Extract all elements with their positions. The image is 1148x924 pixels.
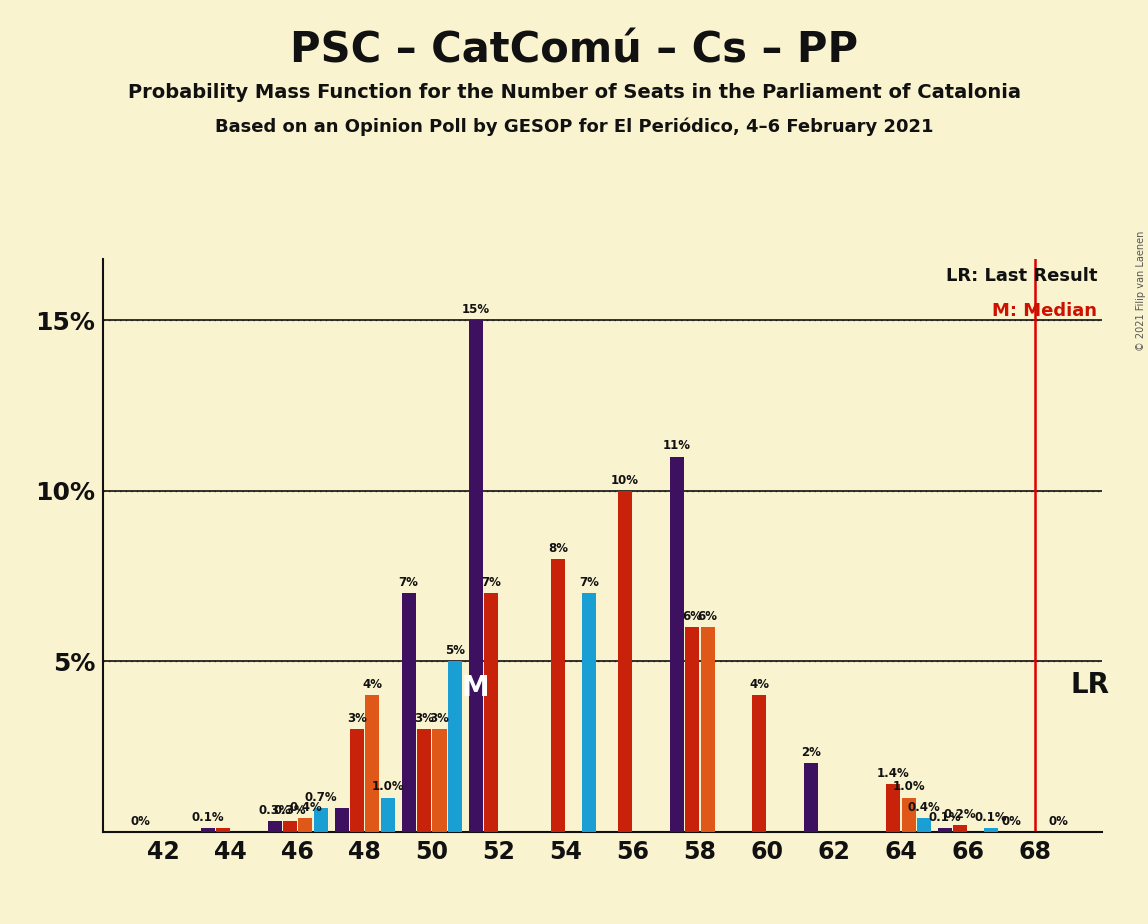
Text: 0%: 0%: [131, 815, 150, 828]
Bar: [468, 320, 482, 832]
Text: 1.0%: 1.0%: [892, 781, 925, 794]
Text: 0.2%: 0.2%: [944, 808, 977, 821]
Bar: [917, 818, 931, 832]
Bar: [448, 661, 461, 832]
Text: 0.3%: 0.3%: [273, 804, 307, 817]
Text: LR: LR: [1070, 671, 1109, 699]
Text: LR: Last Result: LR: Last Result: [946, 267, 1097, 286]
Bar: [433, 729, 447, 832]
Text: 7%: 7%: [579, 576, 599, 589]
Bar: [953, 825, 968, 832]
Bar: [804, 763, 817, 832]
Bar: [350, 729, 364, 832]
Text: 4%: 4%: [363, 678, 382, 691]
Text: 1.0%: 1.0%: [372, 781, 404, 794]
Bar: [700, 627, 715, 832]
Bar: [984, 828, 998, 832]
Bar: [484, 593, 498, 832]
Text: 6%: 6%: [698, 610, 718, 623]
Bar: [582, 593, 596, 832]
Bar: [216, 828, 230, 832]
Text: 0.1%: 0.1%: [975, 811, 1008, 824]
Bar: [417, 729, 432, 832]
Text: 0.7%: 0.7%: [304, 791, 338, 804]
Text: 0.4%: 0.4%: [289, 801, 321, 814]
Text: 3%: 3%: [347, 712, 367, 725]
Bar: [938, 828, 952, 832]
Text: 3%: 3%: [429, 712, 449, 725]
Bar: [298, 818, 312, 832]
Text: 11%: 11%: [662, 440, 691, 453]
Text: 8%: 8%: [548, 541, 568, 554]
Bar: [402, 593, 416, 832]
Text: 0.1%: 0.1%: [929, 811, 961, 824]
Bar: [267, 821, 281, 832]
Text: © 2021 Filip van Laenen: © 2021 Filip van Laenen: [1135, 231, 1146, 351]
Text: 2%: 2%: [801, 747, 821, 760]
Bar: [365, 695, 380, 832]
Text: 0%: 0%: [1002, 815, 1022, 828]
Text: 5%: 5%: [445, 644, 465, 657]
Bar: [618, 491, 633, 832]
Text: M: Median: M: Median: [992, 301, 1097, 320]
Bar: [886, 784, 900, 832]
Text: Based on an Opinion Poll by GESOP for El Periódico, 4–6 February 2021: Based on an Opinion Poll by GESOP for El…: [215, 117, 933, 136]
Text: PSC – CatComú – Cs – PP: PSC – CatComú – Cs – PP: [290, 30, 858, 71]
Bar: [381, 797, 395, 832]
Text: 0%: 0%: [1048, 815, 1068, 828]
Bar: [551, 559, 565, 832]
Bar: [669, 456, 684, 832]
Text: Probability Mass Function for the Number of Seats in the Parliament of Catalonia: Probability Mass Function for the Number…: [127, 83, 1021, 103]
Text: M: M: [461, 674, 489, 702]
Text: 0.3%: 0.3%: [258, 804, 290, 817]
Text: 0.4%: 0.4%: [908, 801, 940, 814]
Bar: [901, 797, 916, 832]
Text: 3%: 3%: [414, 712, 434, 725]
Text: 15%: 15%: [461, 303, 490, 316]
Bar: [282, 821, 297, 832]
Bar: [752, 695, 766, 832]
Text: 10%: 10%: [611, 473, 639, 487]
Bar: [334, 808, 349, 832]
Text: 1.4%: 1.4%: [877, 767, 909, 780]
Text: 4%: 4%: [750, 678, 769, 691]
Bar: [685, 627, 699, 832]
Bar: [201, 828, 215, 832]
Text: 7%: 7%: [481, 576, 501, 589]
Text: 0.1%: 0.1%: [192, 811, 224, 824]
Bar: [313, 808, 328, 832]
Text: 7%: 7%: [398, 576, 419, 589]
Text: 6%: 6%: [682, 610, 703, 623]
